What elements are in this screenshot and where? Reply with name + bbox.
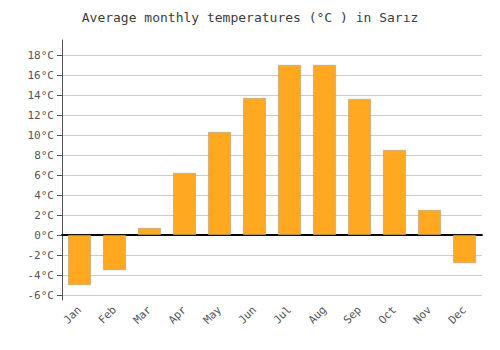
svg-text:-2°C: -2°C <box>28 249 55 262</box>
svg-text:6°C: 6°C <box>34 169 54 182</box>
svg-text:Average monthly temperatures (: Average monthly temperatures (°C ) in Sa… <box>82 10 419 25</box>
svg-text:8°C: 8°C <box>34 149 54 162</box>
svg-text:Apr: Apr <box>166 303 189 326</box>
svg-text:Mar: Mar <box>131 303 154 326</box>
svg-text:Dec: Dec <box>446 303 469 326</box>
svg-text:2°C: 2°C <box>34 209 54 222</box>
svg-text:4°C: 4°C <box>34 189 54 202</box>
svg-text:Nov: Nov <box>411 303 434 326</box>
svg-text:10°C: 10°C <box>28 129 55 142</box>
svg-text:18°C: 18°C <box>28 49 55 62</box>
svg-text:Jun: Jun <box>236 303 259 326</box>
svg-text:May: May <box>201 303 224 326</box>
svg-text:Jul: Jul <box>271 303 294 326</box>
svg-text:Sep: Sep <box>341 303 364 326</box>
svg-text:-4°C: -4°C <box>28 269 55 282</box>
svg-text:0°C: 0°C <box>34 229 54 242</box>
svg-text:-6°C: -6°C <box>28 289 55 302</box>
svg-text:12°C: 12°C <box>28 109 55 122</box>
svg-text:Feb: Feb <box>96 303 119 326</box>
svg-text:Oct: Oct <box>376 303 399 326</box>
svg-text:14°C: 14°C <box>28 89 55 102</box>
svg-text:16°C: 16°C <box>28 69 55 82</box>
svg-text:Aug: Aug <box>306 303 329 326</box>
svg-text:Jan: Jan <box>61 303 84 326</box>
